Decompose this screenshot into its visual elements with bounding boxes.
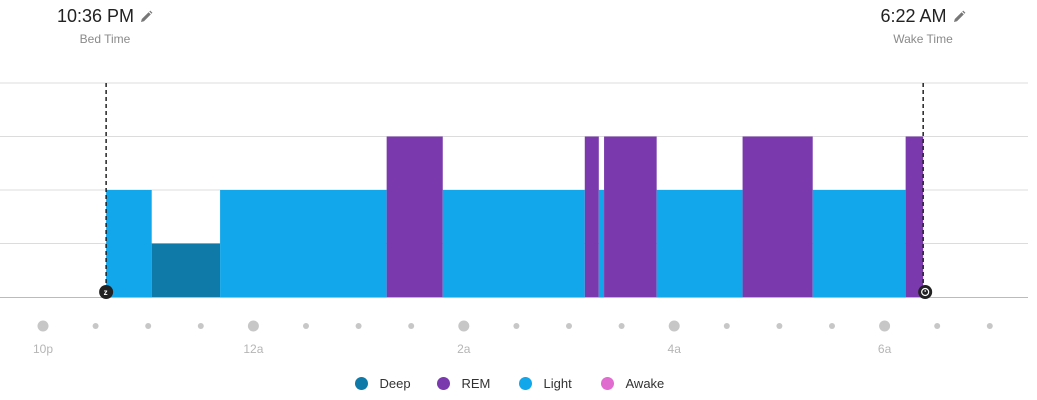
legend-item-light[interactable]: Light [518,376,601,391]
legend-item-awake[interactable]: Awake [600,376,683,391]
sleep-segment-rem [905,136,924,297]
minor-tick [618,323,625,329]
minor-tick [355,323,362,329]
major-tick [247,320,259,332]
minor-tick [934,323,941,329]
legend-label: Light [543,376,572,391]
light-swatch [518,377,532,390]
sleep-segment-light [220,190,387,297]
legend-label: Awake [625,376,665,391]
pencil-icon[interactable] [139,10,153,24]
bed-time-label: Bed Time [79,32,131,46]
tick-label: 4a [668,342,682,356]
legend-item-rem[interactable]: REM [436,376,519,391]
sleep-icon: z [99,285,114,299]
tick-label: 2a [457,342,471,356]
sleep-stage-chart: z 10p 12a 2a 4a 6a [0,82,1028,356]
bed-time-block: 10:36 PM Bed Time [40,6,170,46]
sleep-segment-light [106,190,152,297]
time-markers: z [99,83,933,299]
legend-item-deep[interactable]: Deep [354,376,437,391]
minor-tick [776,323,783,329]
major-tick [37,320,49,332]
major-tick [668,320,680,332]
minor-tick [197,323,204,329]
minor-tick [303,323,309,329]
wake-time-value: 6:22 AM [880,6,947,26]
major-tick [879,320,891,332]
sleep-segment-rem [386,136,443,297]
minor-tick [92,323,99,329]
tick-label: 10p [33,342,53,356]
rem-swatch [436,377,450,390]
svg-text:z: z [104,288,108,297]
sleep-segment-light [598,190,605,297]
awake-swatch [600,377,614,390]
sleep-segment-rem [604,136,657,297]
legend-label: REM [461,376,491,391]
minor-tick [566,323,572,329]
minor-tick [513,323,520,329]
tick-label: 6a [878,342,892,356]
bed-time-value: 10:36 PM [56,6,135,26]
sleep-segment-light [442,190,585,297]
deep-swatch [354,377,368,390]
minor-tick [829,323,835,329]
legend: Deep REM Light Awake [0,376,1037,391]
minor-tick [986,323,993,329]
pencil-icon[interactable] [952,10,966,24]
sleep-segment-light [812,190,906,297]
wake-time-label: Wake Time [893,32,953,46]
legend-label: Deep [379,376,411,391]
minor-tick [408,323,415,329]
alarm-clock-icon [918,285,933,299]
sleep-segments [106,136,924,297]
major-tick [458,320,470,332]
minor-tick [145,323,152,329]
sleep-segment-deep [151,243,221,297]
wake-time-block: 6:22 AM Wake Time [860,6,986,46]
sleep-segment-rem [584,136,599,297]
x-axis: 10p 12a 2a 4a 6a [33,320,993,356]
minor-tick [723,323,730,329]
tick-label: 12a [243,342,263,356]
sleep-segment-light [656,190,743,297]
sleep-segment-rem [742,136,813,297]
